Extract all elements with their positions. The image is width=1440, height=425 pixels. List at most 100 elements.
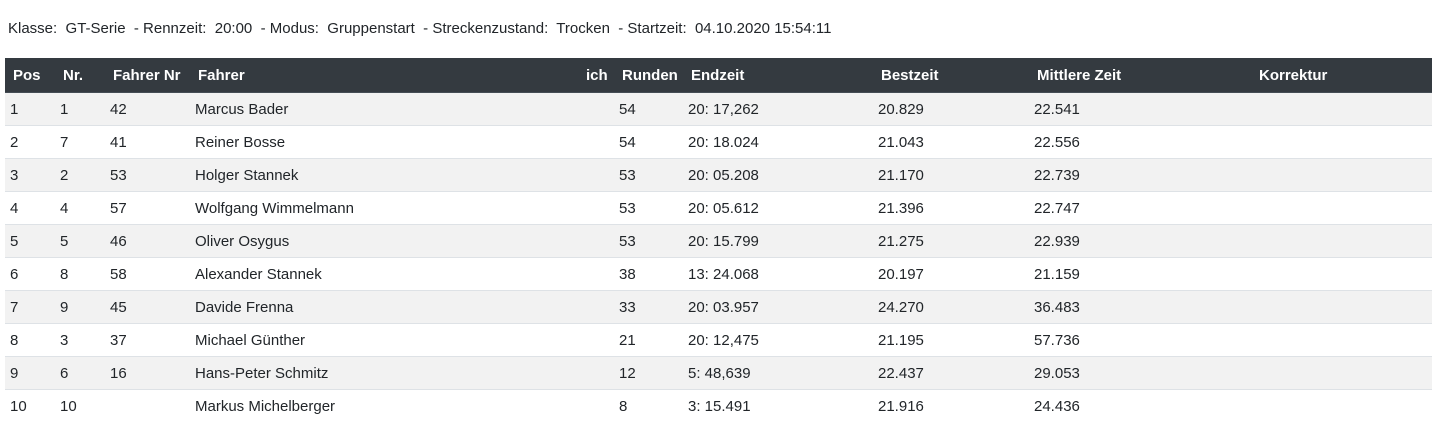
table-cell: 21.159	[1029, 257, 1251, 291]
table-cell: Wolfgang Wimmelmann	[190, 191, 578, 225]
table-row: 10 10 Markus Michelberger 8 3: 15.491 21.916 2…	[5, 389, 1432, 422]
table-cell: 20.197	[873, 257, 1029, 291]
column-header[interactable]: Nr.	[55, 58, 105, 93]
table-row: 8 3 37 Michael Günther 21 20: 12,475 21.195 57.…	[5, 323, 1432, 357]
table-cell: 53	[105, 158, 190, 192]
table-cell	[578, 92, 614, 126]
table-cell: 57	[105, 191, 190, 225]
table-cell	[1251, 191, 1432, 225]
race-info: Klasse: GT-Serie - Rennzeit: 20:00 - Mod…	[8, 20, 832, 37]
table-cell: 53	[614, 158, 683, 192]
table-cell: 58	[105, 257, 190, 291]
table-cell: 8	[55, 257, 105, 291]
table-cell: 3	[55, 323, 105, 357]
table-cell: 4	[55, 191, 105, 225]
table-row: 5 5 46 Oliver Osygus 53 20: 15.799 21.275 22.93…	[5, 224, 1432, 258]
table-cell	[578, 125, 614, 159]
table-cell: 22.939	[1029, 224, 1251, 258]
table-cell: 2	[55, 158, 105, 192]
table-cell: 4	[5, 191, 55, 225]
table-cell	[1251, 224, 1432, 258]
table-cell: 8	[614, 389, 683, 422]
table-cell: 24.436	[1029, 389, 1251, 422]
table-cell: 53	[614, 224, 683, 258]
table-cell: 16	[105, 356, 190, 390]
table-cell: Michael Günther	[190, 323, 578, 357]
table-cell	[1251, 257, 1432, 291]
table-row: 3 2 53 Holger Stannek 53 20: 05.208 21.170 22.7…	[5, 158, 1432, 192]
table-cell: 21.195	[873, 323, 1029, 357]
table-cell: 41	[105, 125, 190, 159]
table-cell: Markus Michelberger	[190, 389, 578, 422]
table-cell	[1251, 92, 1432, 126]
table-cell	[578, 191, 614, 225]
table-cell: 6	[55, 356, 105, 390]
table-cell: 53	[614, 191, 683, 225]
column-header[interactable]: Runden	[614, 58, 683, 93]
table-cell: 7	[5, 290, 55, 324]
table-cell: 5	[55, 224, 105, 258]
table-cell: 22.739	[1029, 158, 1251, 192]
table-cell: Alexander Stannek	[190, 257, 578, 291]
table-row: 2 7 41 Reiner Bosse 54 20: 18.024 21.043 22.556	[5, 125, 1432, 159]
table-cell	[1251, 290, 1432, 324]
table-cell: 22.556	[1029, 125, 1251, 159]
table-cell: 20: 18.024	[683, 125, 873, 159]
table-cell: 20: 05.612	[683, 191, 873, 225]
table-cell: 22.541	[1029, 92, 1251, 126]
table-cell	[1251, 356, 1432, 390]
table-cell	[578, 224, 614, 258]
table-cell	[1251, 323, 1432, 357]
table-cell: 2	[5, 125, 55, 159]
table-cell: 10	[55, 389, 105, 422]
table-row: 6 8 58 Alexander Stannek 38 13: 24.068 20.197 2…	[5, 257, 1432, 291]
column-header[interactable]: Fahrer Nr	[105, 58, 190, 93]
table-cell: 9	[5, 356, 55, 390]
table-cell: 38	[614, 257, 683, 291]
table-cell: 21.170	[873, 158, 1029, 192]
table-cell: 1	[5, 92, 55, 126]
column-header[interactable]: Korrektur	[1251, 58, 1432, 93]
table-cell	[1251, 389, 1432, 422]
table-cell	[578, 389, 614, 422]
table-cell: 21	[614, 323, 683, 357]
table-cell: 22.437	[873, 356, 1029, 390]
table-cell: 22.747	[1029, 191, 1251, 225]
table-cell: Marcus Bader	[190, 92, 578, 126]
table-cell: 24.270	[873, 290, 1029, 324]
table-cell	[578, 323, 614, 357]
table-cell: 46	[105, 224, 190, 258]
column-header[interactable]: Fahrer	[190, 58, 578, 93]
column-header[interactable]: Pos	[5, 58, 55, 93]
table-cell: 8	[5, 323, 55, 357]
table-row: 9 6 16 Hans-Peter Schmitz 12 5: 48,639 22.437 2…	[5, 356, 1432, 390]
table-cell: 9	[55, 290, 105, 324]
header-row: Pos Nr. Fahrer Nr Fahrer ich Runden Endzeit Bes…	[5, 58, 1432, 93]
table-cell: 20: 05.208	[683, 158, 873, 192]
table-cell: 36.483	[1029, 290, 1251, 324]
table-cell: 1	[55, 92, 105, 126]
table-cell: 20.829	[873, 92, 1029, 126]
table-cell: 20: 15.799	[683, 224, 873, 258]
table-cell: 42	[105, 92, 190, 126]
table-cell: 12	[614, 356, 683, 390]
table-cell: 20: 12,475	[683, 323, 873, 357]
table-cell: 5	[5, 224, 55, 258]
table-cell: 10	[5, 389, 55, 422]
table-cell: 21.396	[873, 191, 1029, 225]
table-cell: Holger Stannek	[190, 158, 578, 192]
column-header[interactable]: Mittlere Zeit	[1029, 58, 1251, 93]
table-cell: 21.275	[873, 224, 1029, 258]
table-cell: 3	[5, 158, 55, 192]
column-header[interactable]: ich	[578, 58, 614, 93]
table-cell: 54	[614, 125, 683, 159]
column-header[interactable]: Bestzeit	[873, 58, 1029, 93]
table-cell: 57.736	[1029, 323, 1251, 357]
table-cell: 13: 24.068	[683, 257, 873, 291]
table-cell	[1251, 158, 1432, 192]
column-header[interactable]: Endzeit	[683, 58, 873, 93]
table-cell: Oliver Osygus	[190, 224, 578, 258]
table-cell	[105, 389, 190, 422]
table-cell: Davide Frenna	[190, 290, 578, 324]
table-row: 4 4 57 Wolfgang Wimmelmann 53 20: 05.612 21.39…	[5, 191, 1432, 225]
